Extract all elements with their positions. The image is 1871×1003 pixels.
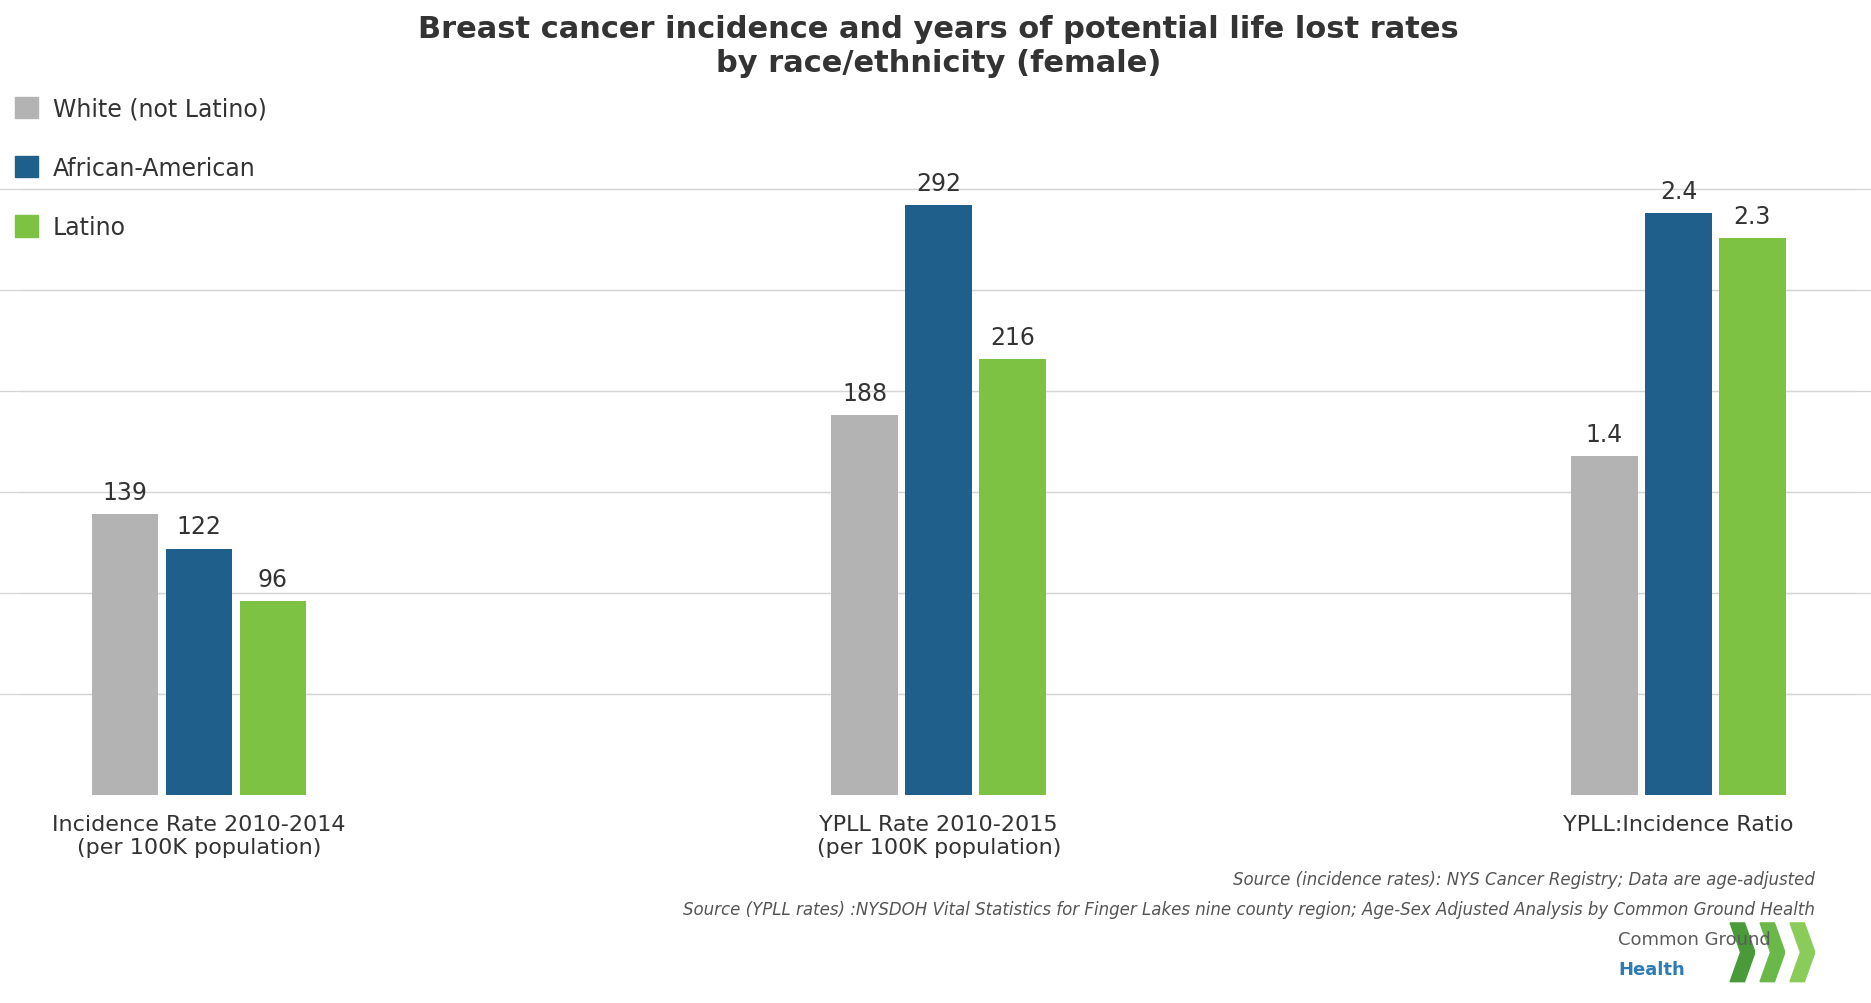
Text: 188: 188 [842, 382, 887, 406]
Text: 122: 122 [176, 515, 221, 539]
Text: 2.4: 2.4 [1660, 181, 1697, 205]
Legend: White (not Latino), African-American, Latino: White (not Latino), African-American, La… [15, 97, 266, 240]
Bar [1719, 239, 1785, 795]
Bar [92, 515, 159, 795]
Bar [239, 602, 307, 795]
Text: 96: 96 [258, 568, 288, 592]
Text: Source (incidence rates): NYS Cancer Registry; Data are age-adjusted: Source (incidence rates): NYS Cancer Reg… [1233, 870, 1815, 888]
Text: 292: 292 [917, 173, 962, 196]
Bar [979, 359, 1046, 795]
Text: 1.4: 1.4 [1587, 422, 1624, 446]
Text: 139: 139 [103, 480, 148, 505]
Text: Source (YPLL rates) :NYSDOH Vital Statistics for Finger Lakes nine county region: Source (YPLL rates) :NYSDOH Vital Statis… [683, 900, 1815, 918]
Bar [906, 207, 973, 795]
Bar [167, 549, 232, 795]
Bar [831, 416, 898, 795]
Polygon shape [1731, 923, 1755, 982]
Title: Breast cancer incidence and years of potential life lost rates
by race/ethnicity: Breast cancer incidence and years of pot… [419, 15, 1459, 77]
Polygon shape [1761, 923, 1785, 982]
Text: 216: 216 [990, 325, 1035, 349]
Bar [1645, 215, 1712, 795]
Text: Health: Health [1618, 960, 1686, 978]
Bar [1572, 456, 1637, 795]
Text: 2.3: 2.3 [1734, 205, 1772, 229]
Polygon shape [1791, 923, 1815, 982]
Text: Common Ground: Common Ground [1618, 930, 1772, 948]
